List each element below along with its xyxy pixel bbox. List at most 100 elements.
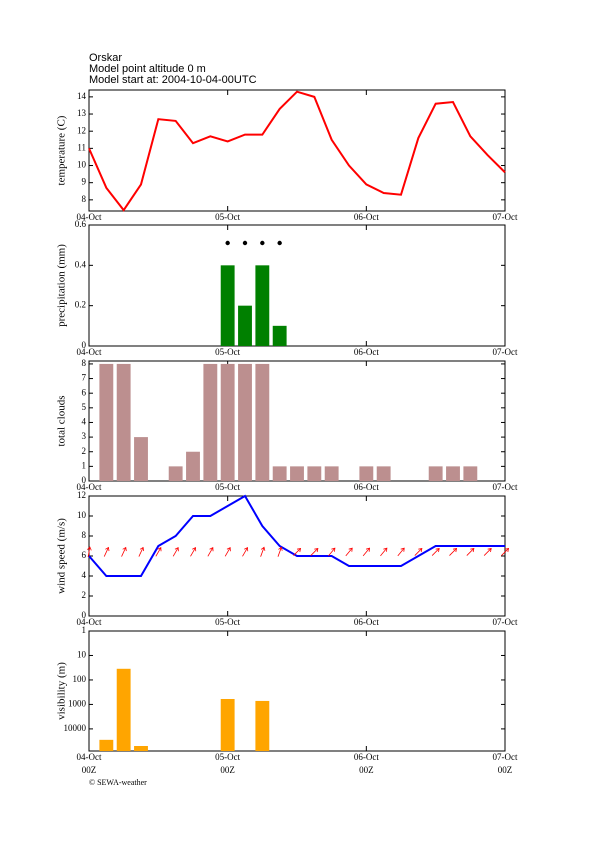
arrow-part xyxy=(277,547,282,557)
bar xyxy=(307,466,322,481)
model-start: Model start at: 2004-10-04-00UTC xyxy=(89,74,257,86)
bar xyxy=(463,466,478,481)
bar xyxy=(255,363,270,481)
arrow-part xyxy=(380,547,388,557)
bar xyxy=(428,466,443,481)
arrow-part xyxy=(466,548,475,556)
arrow-part xyxy=(122,546,127,552)
wind-arrow xyxy=(328,547,336,557)
arrow-part xyxy=(260,546,266,551)
bar xyxy=(116,668,131,751)
y-tick-label: 12 xyxy=(77,490,86,500)
data-line xyxy=(88,90,506,212)
arrow-part xyxy=(226,547,231,552)
bar xyxy=(220,363,235,481)
y-tick-label: 7 xyxy=(82,373,87,383)
rain-symbol xyxy=(242,240,248,246)
y-tick-label: 0 xyxy=(82,610,87,620)
bar xyxy=(290,466,304,481)
wind-arrow xyxy=(260,546,266,557)
x-tick-label: 05-Oct xyxy=(215,617,240,627)
y-axis-label: temperature (C) xyxy=(56,115,68,185)
arrow-part xyxy=(87,546,92,551)
x-tick-label: 05-Oct xyxy=(215,347,240,357)
arrow-part xyxy=(431,548,440,556)
bar xyxy=(134,746,148,751)
x-tick-label: 07-Oct xyxy=(493,617,518,627)
wind-arrow xyxy=(414,547,423,556)
x-tick-label: 07-Oct xyxy=(493,752,518,762)
arrow-part xyxy=(296,547,302,553)
wind-arrow xyxy=(138,546,145,557)
y-tick-label: 9 xyxy=(82,177,87,187)
bar xyxy=(238,363,252,481)
x-tick-label: 05-Oct xyxy=(215,752,240,762)
x-tick-label: 07-Oct xyxy=(493,482,518,492)
x-tick-sublabel: 00Z xyxy=(498,765,513,775)
wind-arrow xyxy=(190,547,197,557)
bar xyxy=(272,325,287,346)
x-tick-label: 07-Oct xyxy=(493,212,518,222)
x-tick-label: 05-Oct xyxy=(215,212,240,222)
bar xyxy=(134,437,148,481)
wind-arrow xyxy=(310,547,319,556)
bar xyxy=(255,700,270,751)
bar xyxy=(446,466,460,481)
y-tick-label: 12 xyxy=(77,125,86,135)
arrow-part xyxy=(192,547,197,552)
bar xyxy=(168,466,183,481)
wind-arrow xyxy=(103,546,110,557)
rain-symbol xyxy=(260,240,265,246)
x-tick-sublabel: 00Z xyxy=(359,765,374,775)
y-tick-label: 0.2 xyxy=(75,300,86,310)
wind-arrow xyxy=(277,546,283,557)
footer: © SEWA-weather xyxy=(89,778,147,787)
arrow-part xyxy=(157,547,162,552)
altitude: Model point altitude 0 m xyxy=(89,63,206,75)
wind-arrow xyxy=(362,547,371,557)
wind-arrow xyxy=(242,547,249,557)
y-tick-label: 10 xyxy=(77,650,87,660)
y-tick-label: 4 xyxy=(82,417,87,427)
arrow-part xyxy=(331,547,336,552)
arrow-part xyxy=(483,548,492,556)
wind-arrow xyxy=(224,547,231,557)
y-tick-label: 0 xyxy=(82,475,87,485)
y-tick-label: 2 xyxy=(82,590,87,600)
x-tick-label: 06-Oct xyxy=(354,482,379,492)
arrow-part xyxy=(470,547,475,553)
arrow-part xyxy=(383,547,388,552)
y-tick-label: 8 xyxy=(82,530,87,540)
bar xyxy=(203,363,218,481)
y-tick-label: 5 xyxy=(82,402,87,412)
arrow-part xyxy=(172,547,179,557)
arrow-part xyxy=(260,547,265,557)
bar xyxy=(186,451,200,481)
wind-arrow xyxy=(397,547,405,557)
y-axis-label: precipitation (mm) xyxy=(56,244,68,327)
wind-arrow xyxy=(483,547,492,556)
bar xyxy=(272,466,287,481)
x-tick-label: 07-Oct xyxy=(493,347,518,357)
y-tick-label: 6 xyxy=(82,550,87,560)
data-line xyxy=(88,494,505,577)
x-tick-label: 06-Oct xyxy=(354,212,379,222)
rain-symbol xyxy=(225,240,230,246)
wind-arrow xyxy=(87,546,92,557)
plot-frame xyxy=(88,630,506,752)
arrow-part xyxy=(139,546,145,552)
x-tick-label: 04-Oct xyxy=(77,482,102,492)
arrow-part xyxy=(155,547,162,557)
bar xyxy=(220,698,235,751)
arrow-part xyxy=(242,547,248,557)
arrow-part xyxy=(190,547,196,557)
x-tick-label: 06-Oct xyxy=(354,752,379,762)
x-tick-label: 04-Oct xyxy=(77,617,102,627)
bar xyxy=(376,466,391,481)
arrow-part xyxy=(174,547,179,552)
bar xyxy=(116,363,131,481)
bar xyxy=(220,265,235,346)
x-tick-label: 06-Oct xyxy=(354,347,379,357)
